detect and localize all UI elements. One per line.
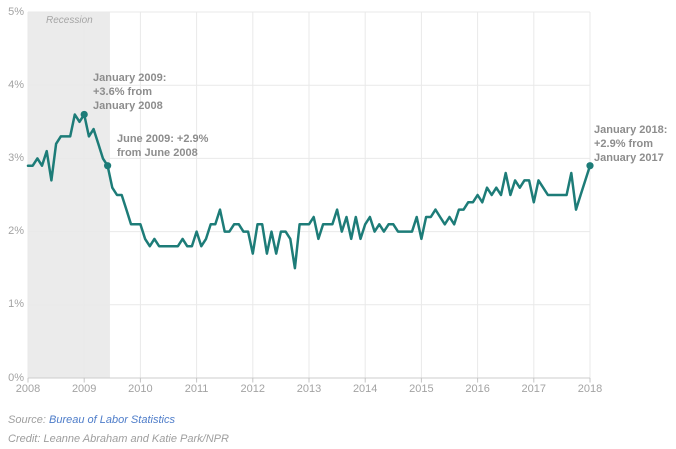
y-tick-label: 1% bbox=[8, 298, 24, 311]
y-tick-label: 0% bbox=[8, 371, 24, 384]
recession-band-group bbox=[28, 12, 110, 378]
series-line bbox=[26, 113, 592, 270]
x-tick-label: 2015 bbox=[409, 383, 434, 395]
source-row: Source: Bureau of Labor Statistics bbox=[8, 414, 175, 426]
data-point-markers-group bbox=[80, 110, 594, 170]
x-tick-label: 2014 bbox=[352, 383, 378, 395]
x-tick-label: 2010 bbox=[128, 383, 153, 395]
x-tick-label: 2011 bbox=[184, 383, 209, 395]
x-tick-label: 2012 bbox=[240, 383, 266, 395]
annotation-jan-2009: January 2009: +3.6% from January 2008 bbox=[93, 72, 167, 112]
recession-band bbox=[28, 12, 110, 378]
data-point-marker bbox=[586, 162, 594, 170]
credit-line: Credit: Leanne Abraham and Katie Park/NP… bbox=[8, 433, 229, 445]
x-tick-label: 2009 bbox=[71, 383, 97, 395]
x-tick-label: 2018 bbox=[577, 383, 603, 395]
y-tick-label: 4% bbox=[8, 78, 24, 91]
x-tick-label: 2008 bbox=[15, 383, 41, 395]
annotation-jan-2018: January 2018: +2.9% from January 2017 bbox=[594, 124, 668, 164]
x-tick-label: 2013 bbox=[296, 383, 322, 395]
annotation-jun-2009: June 2009: +2.9% from June 2008 bbox=[117, 133, 209, 159]
data-point-marker bbox=[80, 110, 88, 119]
y-tick-label: 2% bbox=[8, 225, 24, 238]
y-tick-label: 3% bbox=[8, 151, 24, 164]
source-label: Source: bbox=[8, 414, 46, 426]
data-point-marker bbox=[104, 162, 112, 170]
y-tick-label: 5% bbox=[8, 5, 24, 18]
gridlines-group bbox=[27, 11, 591, 378]
x-tick-label: 2016 bbox=[465, 383, 490, 395]
series-line-group bbox=[26, 113, 592, 270]
x-tick-label: 2017 bbox=[521, 383, 547, 395]
source-link[interactable]: Bureau of Labor Statistics bbox=[48, 414, 175, 426]
recession-band-label: Recession bbox=[46, 15, 93, 26]
axis-group bbox=[27, 377, 591, 383]
